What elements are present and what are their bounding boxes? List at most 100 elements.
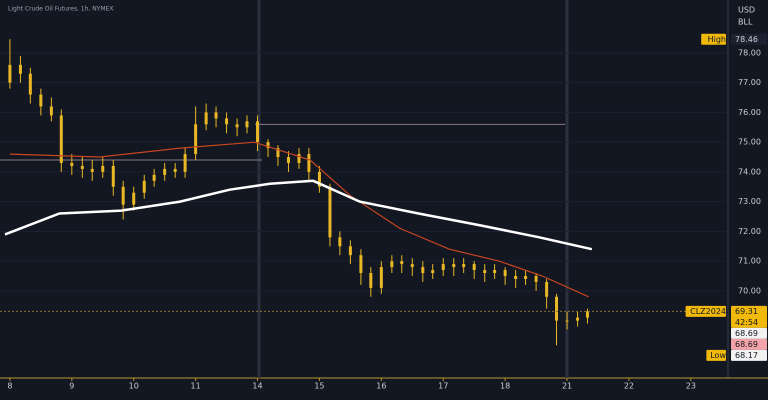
candle-body xyxy=(214,112,218,119)
candle-body xyxy=(390,261,394,268)
candle-body xyxy=(132,192,136,205)
x-tick-label: 16 xyxy=(376,382,386,391)
candle-body xyxy=(266,142,270,149)
candle-body xyxy=(338,237,342,247)
candle-body xyxy=(472,264,476,271)
candle-body xyxy=(204,112,208,125)
candle-body xyxy=(431,270,435,274)
x-tick-label: 23 xyxy=(686,382,696,391)
y-tick-label: 76.00 xyxy=(738,108,761,117)
candle-body xyxy=(307,154,311,172)
y-tick-label: 71.00 xyxy=(738,257,761,266)
candle-body xyxy=(101,165,105,172)
candle-body xyxy=(328,186,332,238)
candle-body xyxy=(235,124,239,128)
price-tag-value: 69.31 xyxy=(735,307,758,316)
x-tick-label: 15 xyxy=(314,382,324,391)
candle-body xyxy=(503,270,507,276)
price-tag-label-box xyxy=(685,305,726,317)
moving-average xyxy=(4,179,593,251)
candle-body xyxy=(59,115,63,163)
candle-body xyxy=(493,270,497,274)
price-tag-label: Low xyxy=(710,351,726,360)
y-tick-label: 75.00 xyxy=(738,138,761,147)
candle-body xyxy=(410,264,414,268)
candle-body xyxy=(28,73,32,95)
candle-body xyxy=(49,106,53,116)
x-tick-label: 8 xyxy=(7,382,12,391)
moving-average xyxy=(9,141,589,298)
candle-body xyxy=(379,267,383,288)
candle-body xyxy=(245,121,249,128)
candle-body xyxy=(524,275,528,279)
y-tick-label: 72.00 xyxy=(738,227,761,236)
candle-body xyxy=(565,320,569,322)
price-tag xyxy=(731,305,767,328)
candle-body xyxy=(111,165,115,187)
price-tag xyxy=(731,327,767,339)
price-tag-label-box xyxy=(701,33,726,45)
candle-body xyxy=(142,180,146,193)
x-tick-label: 18 xyxy=(500,382,510,391)
y-tick-label: 73.00 xyxy=(738,197,761,206)
y-tick-label: 78.00 xyxy=(738,48,761,57)
x-tick-label: 14 xyxy=(252,382,262,391)
candle-body xyxy=(39,94,43,107)
candle-body xyxy=(514,275,518,279)
candle-body xyxy=(462,264,466,268)
price-tag-label-box xyxy=(706,349,726,361)
x-tick-label: 17 xyxy=(438,382,448,391)
candle-body xyxy=(80,165,84,169)
candle-body xyxy=(276,148,280,158)
candle-body xyxy=(297,154,301,163)
price-tag xyxy=(731,349,767,361)
candle-body xyxy=(173,168,177,172)
candle-body xyxy=(286,157,290,163)
candle-body xyxy=(121,186,125,205)
candle-body xyxy=(152,174,156,181)
candle-body xyxy=(163,168,167,175)
candle-body xyxy=(400,261,404,265)
price-tag-timer: 42:54 xyxy=(735,318,758,327)
candle-body xyxy=(90,168,94,172)
x-tick-label: 22 xyxy=(624,382,634,391)
currency-label: USD xyxy=(738,6,755,15)
chart-title: Light Crude Oil Futures, 1h, NYMEX xyxy=(8,6,113,13)
candle-body xyxy=(555,296,559,321)
candle-body xyxy=(194,124,198,155)
unit-label: BLL xyxy=(738,18,753,27)
x-tick-label: 10 xyxy=(129,382,139,391)
y-tick-label: 74.00 xyxy=(738,167,761,176)
price-tag xyxy=(731,33,767,45)
candle-body xyxy=(256,121,260,143)
candle-body xyxy=(18,64,22,74)
candle-body xyxy=(70,162,74,166)
candle-body xyxy=(8,64,12,83)
x-tick-label: 9 xyxy=(69,382,74,391)
candle-body xyxy=(545,281,549,297)
candle-body xyxy=(585,311,589,318)
price-tag-label: High xyxy=(708,35,726,44)
candle-body xyxy=(359,255,363,274)
y-tick-label: 70.00 xyxy=(738,286,761,295)
candle-body xyxy=(534,275,538,282)
candle-body xyxy=(483,270,487,274)
price-tag-value: 68.69 xyxy=(735,340,758,349)
price-tag-label: CLZ2024 xyxy=(690,307,726,316)
candle-body xyxy=(421,267,425,274)
price-tag-value: 78.46 xyxy=(735,35,758,44)
price-tag-value: 68.69 xyxy=(735,329,758,338)
price-tag xyxy=(731,338,767,350)
candle-body xyxy=(576,317,580,321)
candle-body xyxy=(348,246,352,256)
x-tick-label: 21 xyxy=(562,382,572,391)
candle-body xyxy=(452,264,456,268)
candle-body xyxy=(183,154,187,172)
candle-body xyxy=(369,273,373,288)
candle-body xyxy=(225,118,229,125)
candle-body xyxy=(441,264,445,271)
candle-body xyxy=(317,171,321,187)
x-tick-label: 11 xyxy=(191,382,201,391)
